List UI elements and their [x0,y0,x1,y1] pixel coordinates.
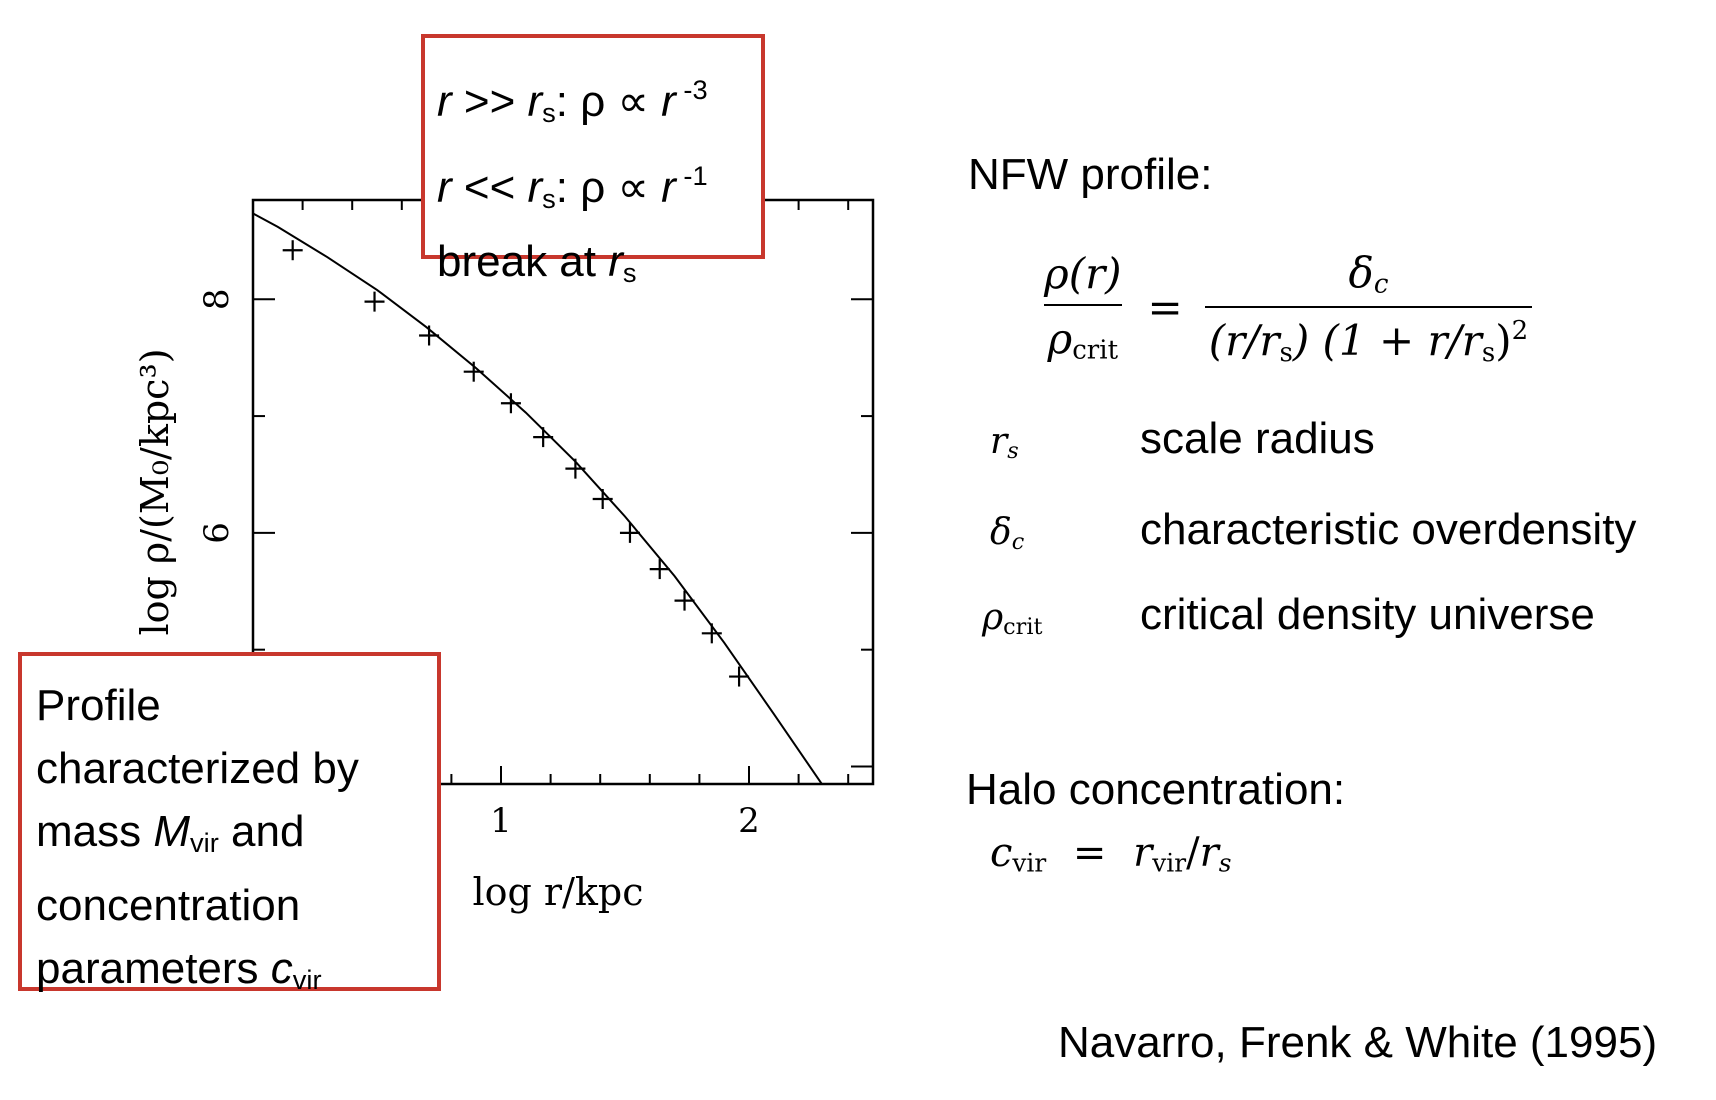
nfw-rhs-fraction: δc (r/rs) (1 + r/rs)2 [1204,248,1533,368]
nfw-equation: ρ(r) ρcrit = δc (r/rs) (1 + r/rs)2 [1040,248,1533,368]
asymptotic-slopes-box: r >> rs: ρ ∝ r -3 r << rs: ρ ∝ r -1 brea… [421,34,765,288]
data-point-marker [500,393,521,414]
data-point-marker [729,666,750,687]
citation: Navarro, Frenk & White (1995) [1058,1018,1658,1067]
box-line-parameters: parameters cvir [36,944,322,995]
x-tick-label: 2 [738,801,760,841]
x-tick-label: 1 [490,801,512,841]
data-point-marker [619,522,640,543]
nfw-fit-curve [253,212,824,784]
data-point-marker [364,291,385,312]
break-line: break at rs [437,236,637,288]
profile-parameters-box: Profile characterized by mass Mvir and c… [18,652,441,995]
definition-scale-radius: rs scale radius [990,414,1375,464]
data-point-marker [649,559,670,580]
data-point-marker [674,590,695,611]
slope-inner-line: r << rs: ρ ∝ r -1 [437,159,708,214]
symbol-rho-crit: ρcrit [982,597,1043,640]
nfw-equals: = [1147,283,1183,333]
data-point-marker [533,427,554,448]
x-axis-label: log r/kpc [472,870,643,914]
data-point-marker [419,325,440,346]
halo-concentration-equation: cvir = rvir/rs [990,830,1232,878]
box-line-characterized: characterized by [36,744,359,793]
y-tick-label: 8 [197,288,237,310]
y-axis-label: log ρ/(M₀/kpc³) [133,348,177,635]
box-line-profile: Profile [36,681,161,730]
data-point-marker [282,240,303,261]
data-point-marker [592,489,613,510]
data-point-marker [565,458,586,479]
slope-outer-line: r >> rs: ρ ∝ r -3 [437,74,708,128]
box-line-mass: mass Mvir and [36,807,305,858]
y-tick-label: 6 [197,522,237,544]
nfw-lhs-fraction: ρ(r) ρcrit [1043,249,1123,367]
box-line-concentration: concentration [36,881,301,930]
data-point-marker [463,361,484,382]
definition-overdensity: δc characteristic overdensity [990,505,1637,555]
data-point-marker [701,623,722,644]
nfw-title: NFW profile: [968,150,1213,199]
symbol-rs: rs [990,421,1019,464]
halo-concentration-title: Halo concentration: [966,765,1346,814]
symbol-delta-c: δc [990,512,1025,555]
definition-critical-density: ρcrit critical density universe [982,590,1595,640]
